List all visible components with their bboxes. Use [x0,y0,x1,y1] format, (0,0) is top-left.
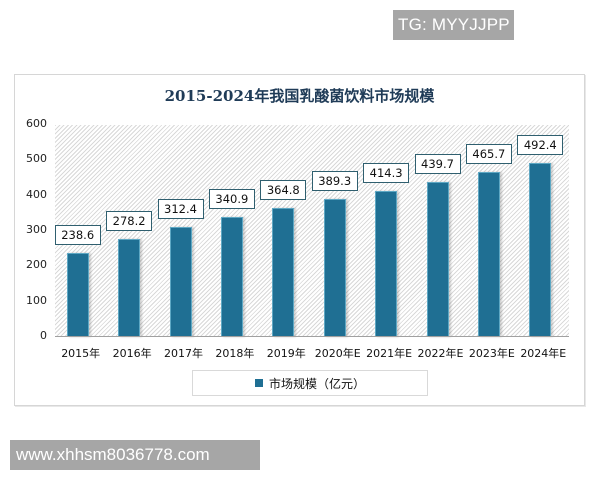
y-tick-label: 200 [26,258,47,272]
legend: 市场规模（亿元） [192,370,428,396]
x-tick-label: 2023年E [468,347,515,360]
bar [169,226,192,337]
bar [426,181,449,337]
watermark-top: TG: MYYJJPP [393,10,514,40]
bar [529,163,552,337]
legend-label: 市场规模（亿元） [268,376,365,391]
x-tick-label: 2019年 [266,347,306,360]
data-label: 465.7 [465,144,512,165]
chart-container: 2015-2024年我国乳酸菌饮料市场规模 600 500 400 300 200 100… [14,74,585,406]
data-label: 389.3 [311,171,358,192]
data-label: 340.9 [208,188,255,209]
y-tick-label: 500 [26,152,47,166]
bar [375,190,398,337]
x-tick-label: 2020年E [314,347,361,360]
data-label: 364.8 [260,180,307,201]
y-tick-label: 400 [26,187,47,201]
legend-swatch-icon [254,379,263,387]
bar [477,172,500,337]
data-label: 278.2 [106,210,153,231]
y-tick-label: 0 [40,329,47,342]
data-label: 492.4 [517,135,564,156]
bar [323,199,346,337]
data-label: 439.7 [414,153,461,174]
data-label: 238.6 [54,224,101,245]
bar [272,208,295,337]
data-label: 312.4 [157,198,204,219]
x-tick-label: 2017年 [164,347,203,360]
y-tick-label: 100 [26,293,47,307]
x-tick-label: 2022年E [417,347,464,360]
x-tick-label: 2024年E [520,347,567,360]
chart-title: 2015-2024年我国乳酸菌饮料市场规模 [164,87,435,105]
watermark-bottom: www.xhhsm8036778.com [10,440,260,470]
bar [66,252,89,337]
y-tick-label: 600 [26,117,47,130]
x-tick-label: 2021年E [366,347,413,360]
bar [220,216,243,337]
data-label: 414.3 [363,162,410,183]
bar [118,238,141,337]
y-tick-label: 300 [26,223,47,236]
x-tick-label: 2016年 [112,347,152,360]
x-tick-label: 2015年 [61,347,101,360]
x-tick-label: 2018年 [215,347,255,360]
x-axis-line [55,336,569,337]
